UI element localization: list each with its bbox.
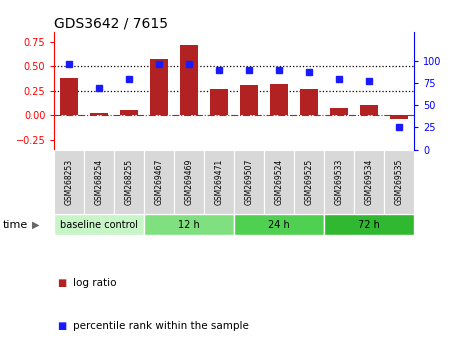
Bar xyxy=(264,149,294,214)
Text: log ratio: log ratio xyxy=(73,278,117,288)
Bar xyxy=(330,108,348,115)
Bar xyxy=(384,149,414,214)
Text: percentile rank within the sample: percentile rank within the sample xyxy=(73,321,249,331)
Bar xyxy=(210,89,228,115)
Text: GSM269467: GSM269467 xyxy=(155,159,164,205)
Text: GSM268253: GSM268253 xyxy=(65,159,74,205)
Bar xyxy=(360,105,378,115)
Bar xyxy=(294,149,324,214)
Text: baseline control: baseline control xyxy=(61,220,138,230)
Bar xyxy=(84,149,114,214)
Text: GSM269471: GSM269471 xyxy=(215,159,224,205)
Text: 12 h: 12 h xyxy=(178,220,200,230)
Bar xyxy=(234,214,324,235)
Text: GSM268254: GSM268254 xyxy=(95,159,104,205)
Bar xyxy=(324,149,354,214)
Bar xyxy=(324,214,414,235)
Bar xyxy=(204,149,234,214)
Text: GSM269533: GSM269533 xyxy=(334,159,343,205)
Text: GSM269534: GSM269534 xyxy=(364,159,374,205)
Text: GSM269507: GSM269507 xyxy=(245,159,254,205)
Bar xyxy=(90,113,108,115)
Text: GSM269469: GSM269469 xyxy=(184,159,194,205)
Bar xyxy=(144,214,234,235)
Bar xyxy=(61,78,79,115)
Bar xyxy=(390,115,408,119)
Bar xyxy=(234,149,264,214)
Bar xyxy=(270,84,288,115)
Bar xyxy=(144,149,174,214)
Text: GSM269525: GSM269525 xyxy=(305,159,314,205)
Bar xyxy=(354,149,384,214)
Text: GSM268255: GSM268255 xyxy=(125,159,134,205)
Bar xyxy=(54,149,84,214)
Text: 72 h: 72 h xyxy=(358,220,380,230)
Text: GSM269535: GSM269535 xyxy=(394,159,403,205)
Bar xyxy=(174,149,204,214)
Text: ▶: ▶ xyxy=(32,220,40,230)
Text: ■: ■ xyxy=(57,278,66,288)
Bar xyxy=(240,85,258,115)
Text: 24 h: 24 h xyxy=(268,220,290,230)
Text: GDS3642 / 7615: GDS3642 / 7615 xyxy=(54,17,168,31)
Bar xyxy=(150,59,168,115)
Text: ■: ■ xyxy=(57,321,66,331)
Bar xyxy=(300,89,318,115)
Text: time: time xyxy=(2,220,27,230)
Text: GSM269524: GSM269524 xyxy=(274,159,284,205)
Bar xyxy=(120,110,138,115)
Bar xyxy=(180,45,198,115)
Bar xyxy=(114,149,144,214)
Bar xyxy=(54,214,144,235)
